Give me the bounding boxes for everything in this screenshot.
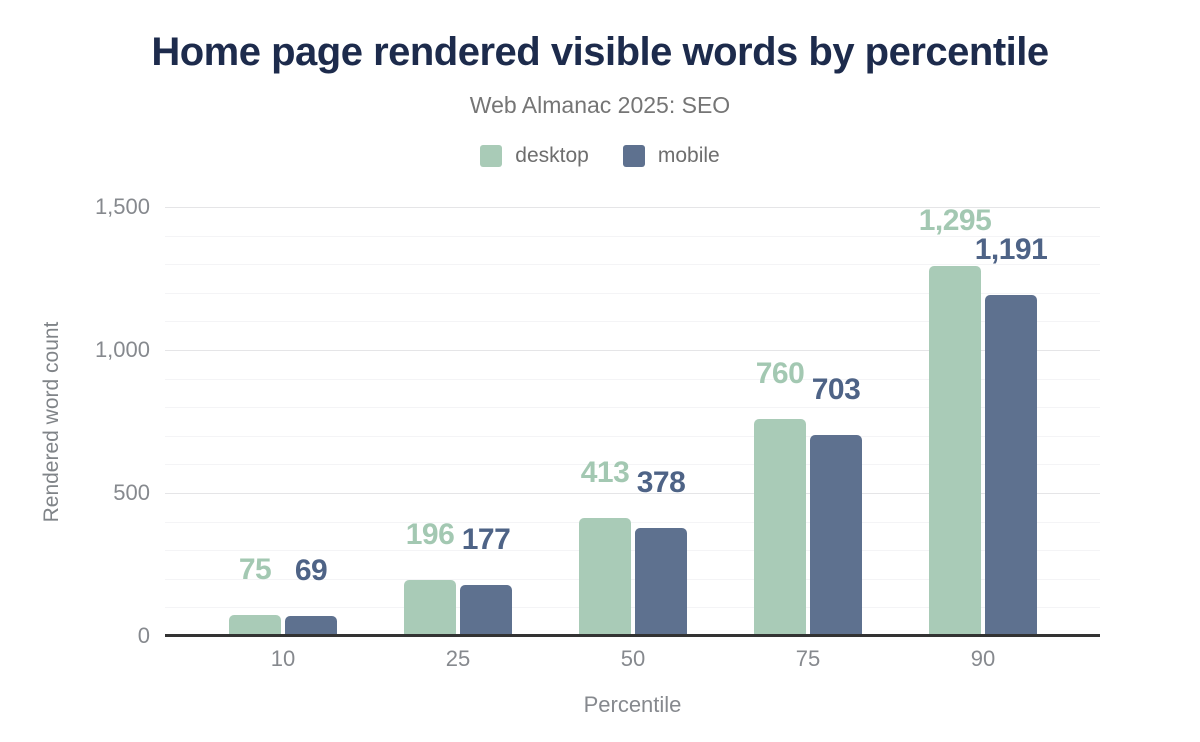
legend-label: mobile bbox=[657, 144, 720, 167]
legend: desktop mobile bbox=[0, 143, 1200, 169]
gridline-minor bbox=[165, 578, 1100, 580]
bar-value-mobile-p50: 378 bbox=[636, 466, 686, 499]
bar-mobile-p50[interactable] bbox=[635, 528, 687, 636]
gridline-minor bbox=[165, 235, 1100, 237]
chart-title: Home page rendered visible words by perc… bbox=[151, 30, 1049, 74]
gridline-minor bbox=[165, 521, 1100, 523]
bar-desktop-p90[interactable] bbox=[929, 266, 981, 636]
gridline-minor bbox=[165, 321, 1100, 323]
bar-mobile-p90[interactable] bbox=[985, 295, 1037, 636]
gridline-minor bbox=[165, 435, 1100, 437]
plot-area: 75 69 196 177 413 378 760 703 1,295 1,191 bbox=[165, 204, 1100, 636]
x-tick-label: 50 bbox=[620, 646, 646, 671]
bar-desktop-p50[interactable] bbox=[579, 518, 631, 636]
x-tick-label: 25 bbox=[445, 646, 471, 671]
bar-value-mobile-p10: 69 bbox=[294, 554, 328, 587]
legend-item-mobile[interactable]: mobile bbox=[622, 144, 720, 168]
bar-mobile-p10[interactable] bbox=[285, 616, 337, 636]
bar-value-mobile-p25: 177 bbox=[461, 523, 511, 556]
legend-item-desktop[interactable]: desktop bbox=[480, 144, 589, 168]
legend-swatch-desktop bbox=[480, 145, 503, 167]
legend-label: desktop bbox=[515, 144, 589, 167]
bar-desktop-p10[interactable] bbox=[229, 615, 281, 636]
y-tick-label: 500 bbox=[113, 480, 150, 505]
x-tick-label: 10 bbox=[270, 646, 296, 671]
gridline-major bbox=[165, 350, 1100, 351]
gridline-minor bbox=[165, 607, 1100, 609]
bar-value-mobile-p75: 703 bbox=[811, 373, 861, 406]
y-tick-label: 0 bbox=[137, 623, 150, 648]
bar-desktop-p25[interactable] bbox=[404, 580, 456, 636]
gridline-minor bbox=[165, 407, 1100, 409]
gridline-major bbox=[165, 493, 1100, 494]
y-tick-label: 1,000 bbox=[94, 337, 150, 362]
bar-desktop-p75[interactable] bbox=[754, 419, 806, 636]
bar-mobile-p25[interactable] bbox=[460, 585, 512, 636]
legend-swatch-mobile bbox=[622, 145, 645, 167]
y-tick-label: 1,500 bbox=[94, 194, 150, 219]
bar-value-desktop-p50: 413 bbox=[580, 456, 630, 489]
chart-subtitle: Web Almanac 2025: SEO bbox=[469, 92, 731, 118]
bar-value-desktop-p90: 1,295 bbox=[918, 204, 992, 237]
gridline-minor bbox=[165, 264, 1100, 266]
bar-mobile-p75[interactable] bbox=[810, 435, 862, 636]
x-tick-label: 75 bbox=[795, 646, 821, 671]
x-axis-line bbox=[165, 634, 1100, 637]
bar-value-desktop-p75: 760 bbox=[755, 357, 805, 390]
x-tick-label: 90 bbox=[970, 646, 996, 671]
gridline-minor bbox=[165, 292, 1100, 294]
bar-value-mobile-p90: 1,191 bbox=[974, 233, 1048, 266]
x-axis-title: Percentile bbox=[583, 692, 682, 717]
bar-value-desktop-p25: 196 bbox=[405, 518, 455, 551]
gridline-minor bbox=[165, 464, 1100, 466]
bar-value-desktop-p10: 75 bbox=[238, 553, 272, 586]
gridline-minor bbox=[165, 378, 1100, 380]
gridline-minor bbox=[165, 550, 1100, 552]
gridline-major bbox=[165, 207, 1100, 208]
